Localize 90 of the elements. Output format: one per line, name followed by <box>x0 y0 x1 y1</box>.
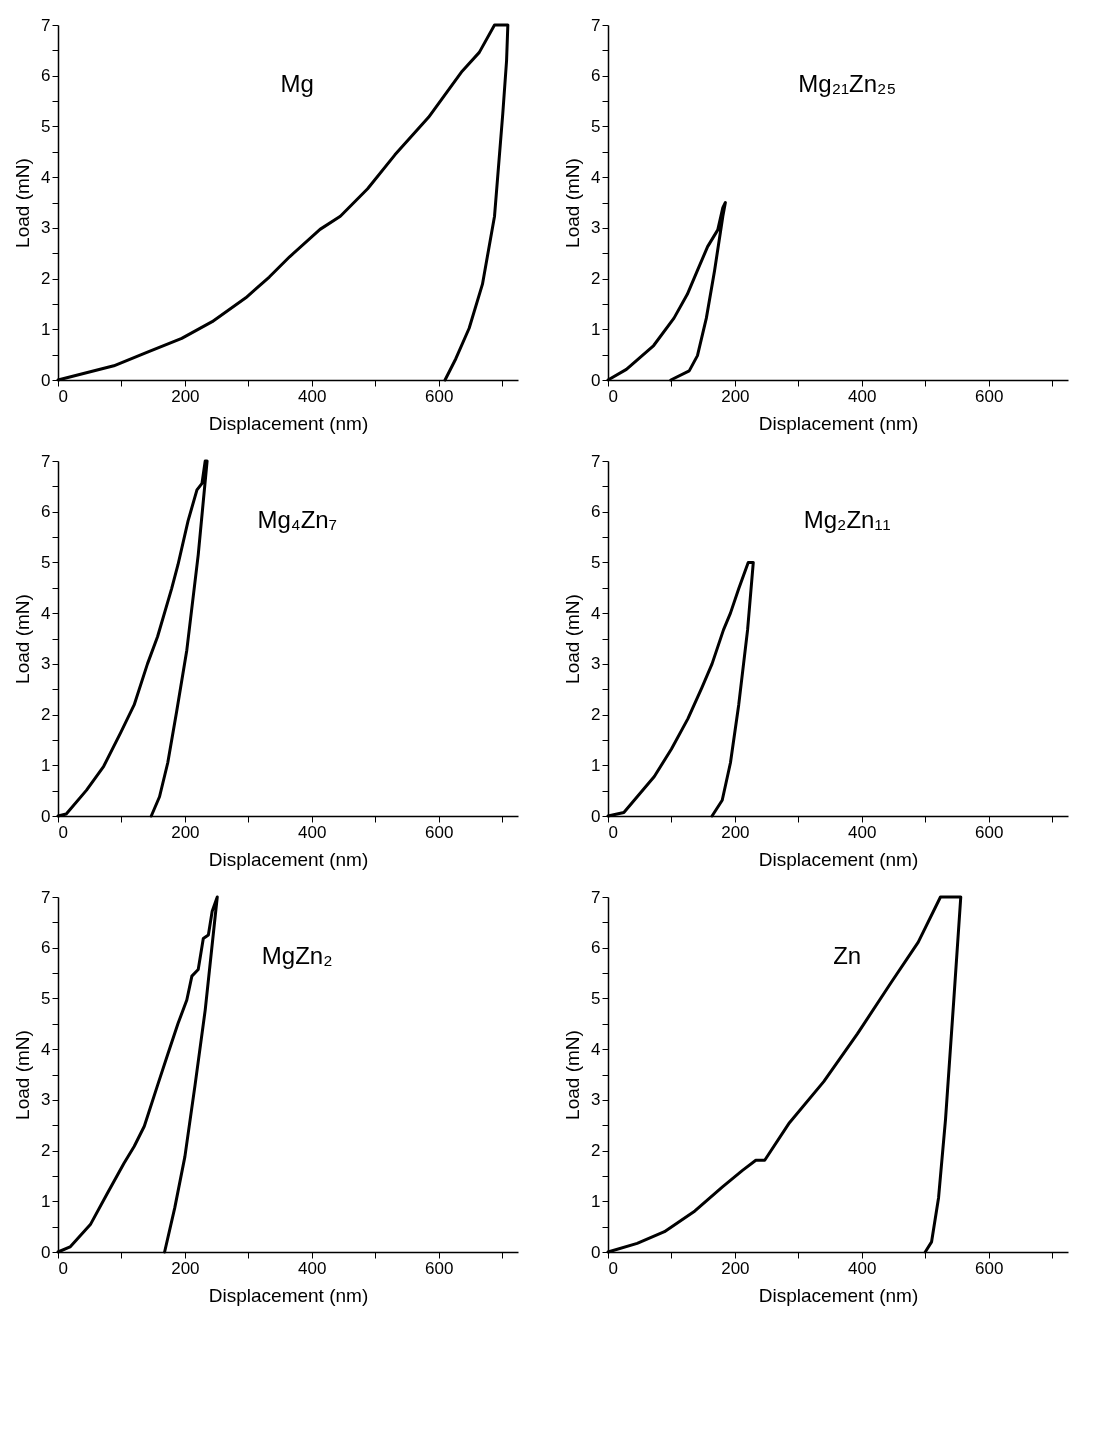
x-tick-label: 0 <box>58 1258 68 1278</box>
y-tick-label: 4 <box>591 1039 601 1059</box>
y-tick-label: 1 <box>591 319 601 339</box>
x-tick-label: 600 <box>425 822 454 842</box>
y-tick-label: 7 <box>41 887 51 907</box>
x-axis-title: Displacement (nm) <box>758 848 919 870</box>
y-tick-label: 2 <box>591 705 601 725</box>
text: MgZn₂ <box>261 942 333 970</box>
y-tick-label: 4 <box>591 167 601 187</box>
x-tick-label: 200 <box>171 386 200 406</box>
y-tick-label: 3 <box>41 218 51 238</box>
x-tick-label: 400 <box>298 822 327 842</box>
x-tick-label: 200 <box>171 1258 200 1278</box>
x-tick-label: 400 <box>848 386 877 406</box>
y-tick-label: 6 <box>41 938 51 958</box>
y-tick-label: 6 <box>41 66 51 86</box>
y-tick-label: 6 <box>41 502 51 522</box>
text: Mg <box>280 70 314 98</box>
y-tick-label: 1 <box>591 1191 601 1211</box>
y-tick-label: 0 <box>591 1242 601 1262</box>
y-tick-label: 3 <box>591 218 601 238</box>
y-tick-label: 3 <box>41 654 51 674</box>
y-axis-title: Load (mN) <box>562 1030 584 1120</box>
x-axis-title: Displacement (nm) <box>208 848 369 870</box>
x-axis-title: Displacement (nm) <box>758 1284 919 1306</box>
y-tick-label: 5 <box>41 988 51 1008</box>
x-tick-label: 600 <box>975 386 1004 406</box>
text: Mg₂Zn₁₁ <box>803 506 891 534</box>
text: Mg₂₁Zn₂₅ <box>798 70 897 98</box>
y-tick-label: 4 <box>41 167 51 187</box>
y-tick-label: 6 <box>591 938 601 958</box>
y-tick-label: 5 <box>591 552 601 572</box>
y-tick-label: 3 <box>41 1090 51 1110</box>
y-tick-label: 0 <box>41 806 51 826</box>
y-axis-title: Load (mN) <box>12 158 34 248</box>
y-tick-label: 2 <box>41 1141 51 1161</box>
y-tick-label: 2 <box>41 269 51 289</box>
y-tick-label: 1 <box>41 755 51 775</box>
x-tick-label: 400 <box>848 822 877 842</box>
x-tick-label: 0 <box>608 1258 618 1278</box>
y-tick-label: 2 <box>591 1141 601 1161</box>
x-tick-label: 400 <box>848 1258 877 1278</box>
x-tick-label: 600 <box>425 386 454 406</box>
y-tick-label: 0 <box>591 370 601 390</box>
x-tick-label: 400 <box>298 1258 327 1278</box>
y-tick-label: 6 <box>591 66 601 86</box>
x-axis-title: Displacement (nm) <box>208 1284 369 1306</box>
y-tick-label: 6 <box>591 502 601 522</box>
y-tick-label: 5 <box>591 988 601 1008</box>
y-tick-label: 0 <box>41 370 51 390</box>
y-tick-label: 7 <box>41 451 51 471</box>
y-tick-label: 2 <box>41 705 51 725</box>
y-tick-label: 5 <box>41 552 51 572</box>
x-axis-title: Displacement (nm) <box>208 412 369 434</box>
x-tick-label: 600 <box>975 822 1004 842</box>
x-tick-label: 0 <box>58 822 68 842</box>
x-tick-label: 600 <box>425 1258 454 1278</box>
x-tick-label: 200 <box>721 822 750 842</box>
x-axis-title: Displacement (nm) <box>758 412 919 434</box>
y-tick-label: 1 <box>41 1191 51 1211</box>
y-tick-label: 7 <box>591 887 601 907</box>
y-tick-label: 0 <box>591 806 601 826</box>
y-tick-label: 1 <box>41 319 51 339</box>
y-axis-title: Load (mN) <box>12 594 34 684</box>
y-tick-label: 7 <box>41 15 51 35</box>
y-tick-label: 7 <box>591 451 601 471</box>
x-tick-label: 200 <box>721 1258 750 1278</box>
text: Zn <box>833 942 862 970</box>
x-tick-label: 0 <box>608 386 618 406</box>
x-tick-label: 200 <box>721 386 750 406</box>
y-tick-label: 4 <box>41 1039 51 1059</box>
y-tick-label: 2 <box>591 269 601 289</box>
y-axis-title: Load (mN) <box>562 158 584 248</box>
x-tick-label: 0 <box>608 822 618 842</box>
y-tick-label: 4 <box>41 603 51 623</box>
y-tick-label: 7 <box>591 15 601 35</box>
y-tick-label: 4 <box>591 603 601 623</box>
y-tick-label: 5 <box>41 116 51 136</box>
x-tick-label: 0 <box>58 386 68 406</box>
y-tick-label: 1 <box>591 755 601 775</box>
y-tick-label: 5 <box>591 116 601 136</box>
x-tick-label: 200 <box>171 822 200 842</box>
text: Mg₄Zn₇ <box>257 506 337 534</box>
y-axis-title: Load (mN) <box>12 1030 34 1120</box>
x-tick-label: 600 <box>975 1258 1004 1278</box>
y-tick-label: 3 <box>591 1090 601 1110</box>
y-tick-label: 3 <box>591 654 601 674</box>
y-tick-label: 0 <box>41 1242 51 1262</box>
y-axis-title: Load (mN) <box>562 594 584 684</box>
x-tick-label: 400 <box>298 386 327 406</box>
